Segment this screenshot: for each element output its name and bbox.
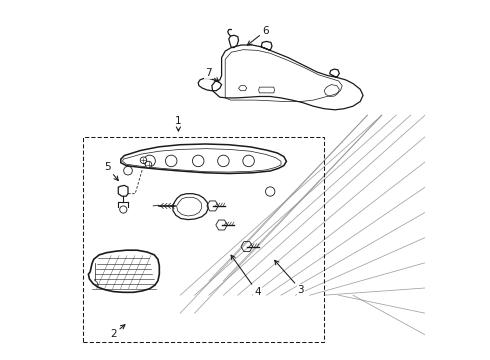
Circle shape bbox=[140, 157, 147, 163]
Text: 7: 7 bbox=[205, 68, 219, 82]
Text: 4: 4 bbox=[231, 255, 261, 297]
Circle shape bbox=[145, 161, 152, 168]
Text: 6: 6 bbox=[247, 26, 269, 45]
Bar bbox=[83, 137, 324, 342]
Text: 2: 2 bbox=[110, 325, 125, 339]
Text: 5: 5 bbox=[104, 162, 118, 181]
Text: 1: 1 bbox=[175, 116, 182, 131]
Text: 3: 3 bbox=[274, 260, 304, 295]
